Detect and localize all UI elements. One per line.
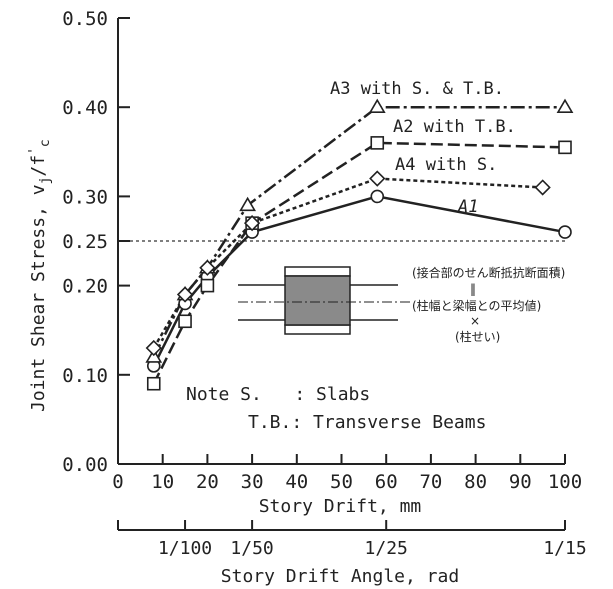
y-tick-label-3: 0.25 [62, 231, 108, 253]
y-axis-title-slash: /f [28, 155, 49, 177]
x-tick-label-8: 80 [464, 471, 487, 493]
x-tick-label-0: 0 [112, 471, 123, 493]
series-1-point-0 [146, 376, 161, 391]
series-label-a1: A1 [457, 197, 478, 217]
x2-tick-label-1: 1/50 [230, 538, 273, 559]
x-tick-label-5: 50 [330, 471, 353, 493]
joint-shaded-area [284, 275, 351, 326]
x-tick-label-2: 20 [196, 471, 219, 493]
x-tick-label-3: 30 [241, 471, 264, 493]
series-line-0 [152, 195, 566, 367]
note-line-1: Note S. : Slabs [186, 384, 370, 405]
series-3-point-4 [369, 170, 386, 187]
joint-column-bottom [284, 324, 351, 335]
x2-tick-label-3: 1/15 [543, 538, 586, 559]
y-axis-title-text: Joint Shear Stress, vj/f'c [27, 139, 53, 412]
series-group [145, 98, 574, 391]
x-ticks: 0 10 20 30 40 50 60 70 80 90 100 [112, 454, 582, 493]
inset-annotation: (接合部のせん断抵抗断面積) ‖ (柱幅と梁幅との平均値) × (柱せい) [412, 265, 565, 344]
y-axis-title-sub2: c [38, 139, 53, 147]
y-axis-title-prime: ' [27, 147, 42, 155]
x-tick-label-10: 100 [548, 471, 582, 493]
x-tick-label-9: 90 [509, 471, 532, 493]
series-1-point-1 [178, 314, 192, 329]
y-tick-label-4: 0.30 [62, 186, 108, 208]
series-2-point-5 [556, 98, 574, 113]
x-tick-label-6: 60 [375, 471, 398, 493]
y-tick-label-5: 0.40 [62, 97, 108, 119]
inset-line-2: ‖ [470, 282, 476, 296]
y-tick-label-1: 0.10 [62, 365, 108, 387]
y-axis-title: Joint Shear Stress, vj/f'c [27, 139, 53, 412]
inset-line-1: (接合部のせん断抵抗断面積) [412, 265, 565, 280]
x2-tick-label-0: 1/100 [158, 538, 212, 559]
x-tick-label-7: 70 [419, 471, 442, 493]
series-2-point-3 [239, 196, 257, 212]
x2-ticks: 1/100 1/50 1/25 1/15 [158, 520, 587, 559]
x2-tick-label-2: 1/25 [365, 538, 408, 559]
y-tick-label-6: 0.50 [62, 8, 108, 30]
series-label-a3: A3 with S. & T.B. [330, 79, 504, 99]
series-0-point-4 [370, 189, 385, 204]
series-3-point-2 [199, 259, 216, 276]
series-3-point-5 [534, 179, 551, 196]
y-axis-title-main: Joint Shear Stress, v [28, 184, 49, 412]
x-tick-label-4: 40 [285, 471, 308, 493]
series-3-point-1 [176, 286, 194, 303]
y-tick-label-2: 0.20 [62, 276, 108, 298]
series-0-point-5 [558, 225, 572, 239]
y-tick-label-0: 0.00 [62, 454, 108, 476]
series-label-a4: A4 with S. [395, 155, 497, 175]
y-ticks: 0.00 0.10 0.20 0.25 0.30 0.40 0.50 [62, 8, 130, 476]
series-line-1 [152, 141, 566, 385]
x-axis-title: Story Drift, mm [259, 496, 422, 517]
inset-line-3: (柱幅と梁幅との平均値) [412, 298, 541, 313]
y-axis-title-sub1: j [38, 177, 53, 185]
note-line-2: T.B.: Transverse Beams [248, 412, 486, 433]
series-1-point-5 [558, 140, 572, 155]
joint-column-top [284, 266, 351, 277]
x2-axis-title: Story Drift Angle, rad [221, 566, 459, 587]
series-label-a2: A2 with T.B. [393, 117, 516, 137]
inset-line-5: (柱せい) [455, 329, 500, 344]
joint-diagram [238, 266, 410, 335]
series-3-point-3 [243, 215, 261, 232]
x-tick-label-1: 10 [151, 471, 174, 493]
series-1-point-2 [200, 278, 215, 293]
series-1-point-4 [370, 136, 385, 150]
inset-line-4: × [470, 314, 480, 328]
series-2-point-4 [368, 98, 386, 113]
series-3-point-0 [145, 339, 162, 357]
